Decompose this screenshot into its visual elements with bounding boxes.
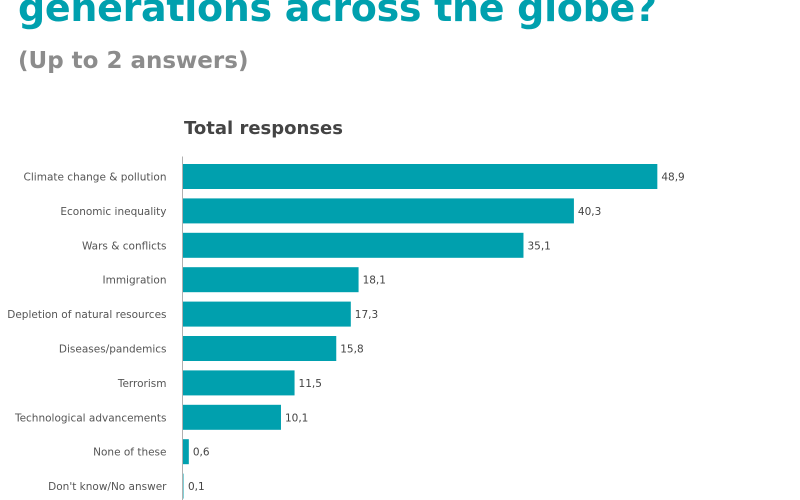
category-label: Immigration <box>103 275 167 287</box>
category-label: Climate change & pollution <box>24 172 167 184</box>
bar <box>183 232 524 258</box>
data-label: 35,1 <box>527 240 550 252</box>
bar <box>183 404 281 430</box>
bar <box>183 336 337 361</box>
bar <box>183 164 658 189</box>
category-label: None of these <box>93 447 166 459</box>
data-label: 10,1 <box>285 412 308 424</box>
chart-title: generations across the globe? <box>18 0 657 30</box>
bar <box>183 473 184 499</box>
bar <box>183 301 351 327</box>
data-label: 18,1 <box>363 275 386 287</box>
category-label: Diseases/pandemics <box>59 344 167 356</box>
bar <box>183 439 189 465</box>
panel-title: Total responses <box>184 118 343 139</box>
category-label: Don't know/No answer <box>48 481 167 493</box>
data-label: 0,1 <box>188 481 205 493</box>
data-label: 48,9 <box>661 172 684 184</box>
category-label: Technological advancements <box>14 412 167 424</box>
data-label: 40,3 <box>578 206 601 218</box>
category-label: Terrorism <box>117 378 167 390</box>
data-label: 0,6 <box>193 447 210 459</box>
category-label: Wars & conflicts <box>82 240 167 252</box>
chart-subtitle: (Up to 2 answers) <box>18 48 249 74</box>
data-label: 17,3 <box>355 309 378 321</box>
data-label: 15,8 <box>340 344 363 356</box>
bar <box>183 198 574 224</box>
bar <box>183 267 359 293</box>
category-label: Depletion of natural resources <box>7 309 166 321</box>
bar <box>183 370 295 396</box>
category-label: Economic inequality <box>60 206 166 218</box>
data-label: 11,5 <box>299 378 322 390</box>
